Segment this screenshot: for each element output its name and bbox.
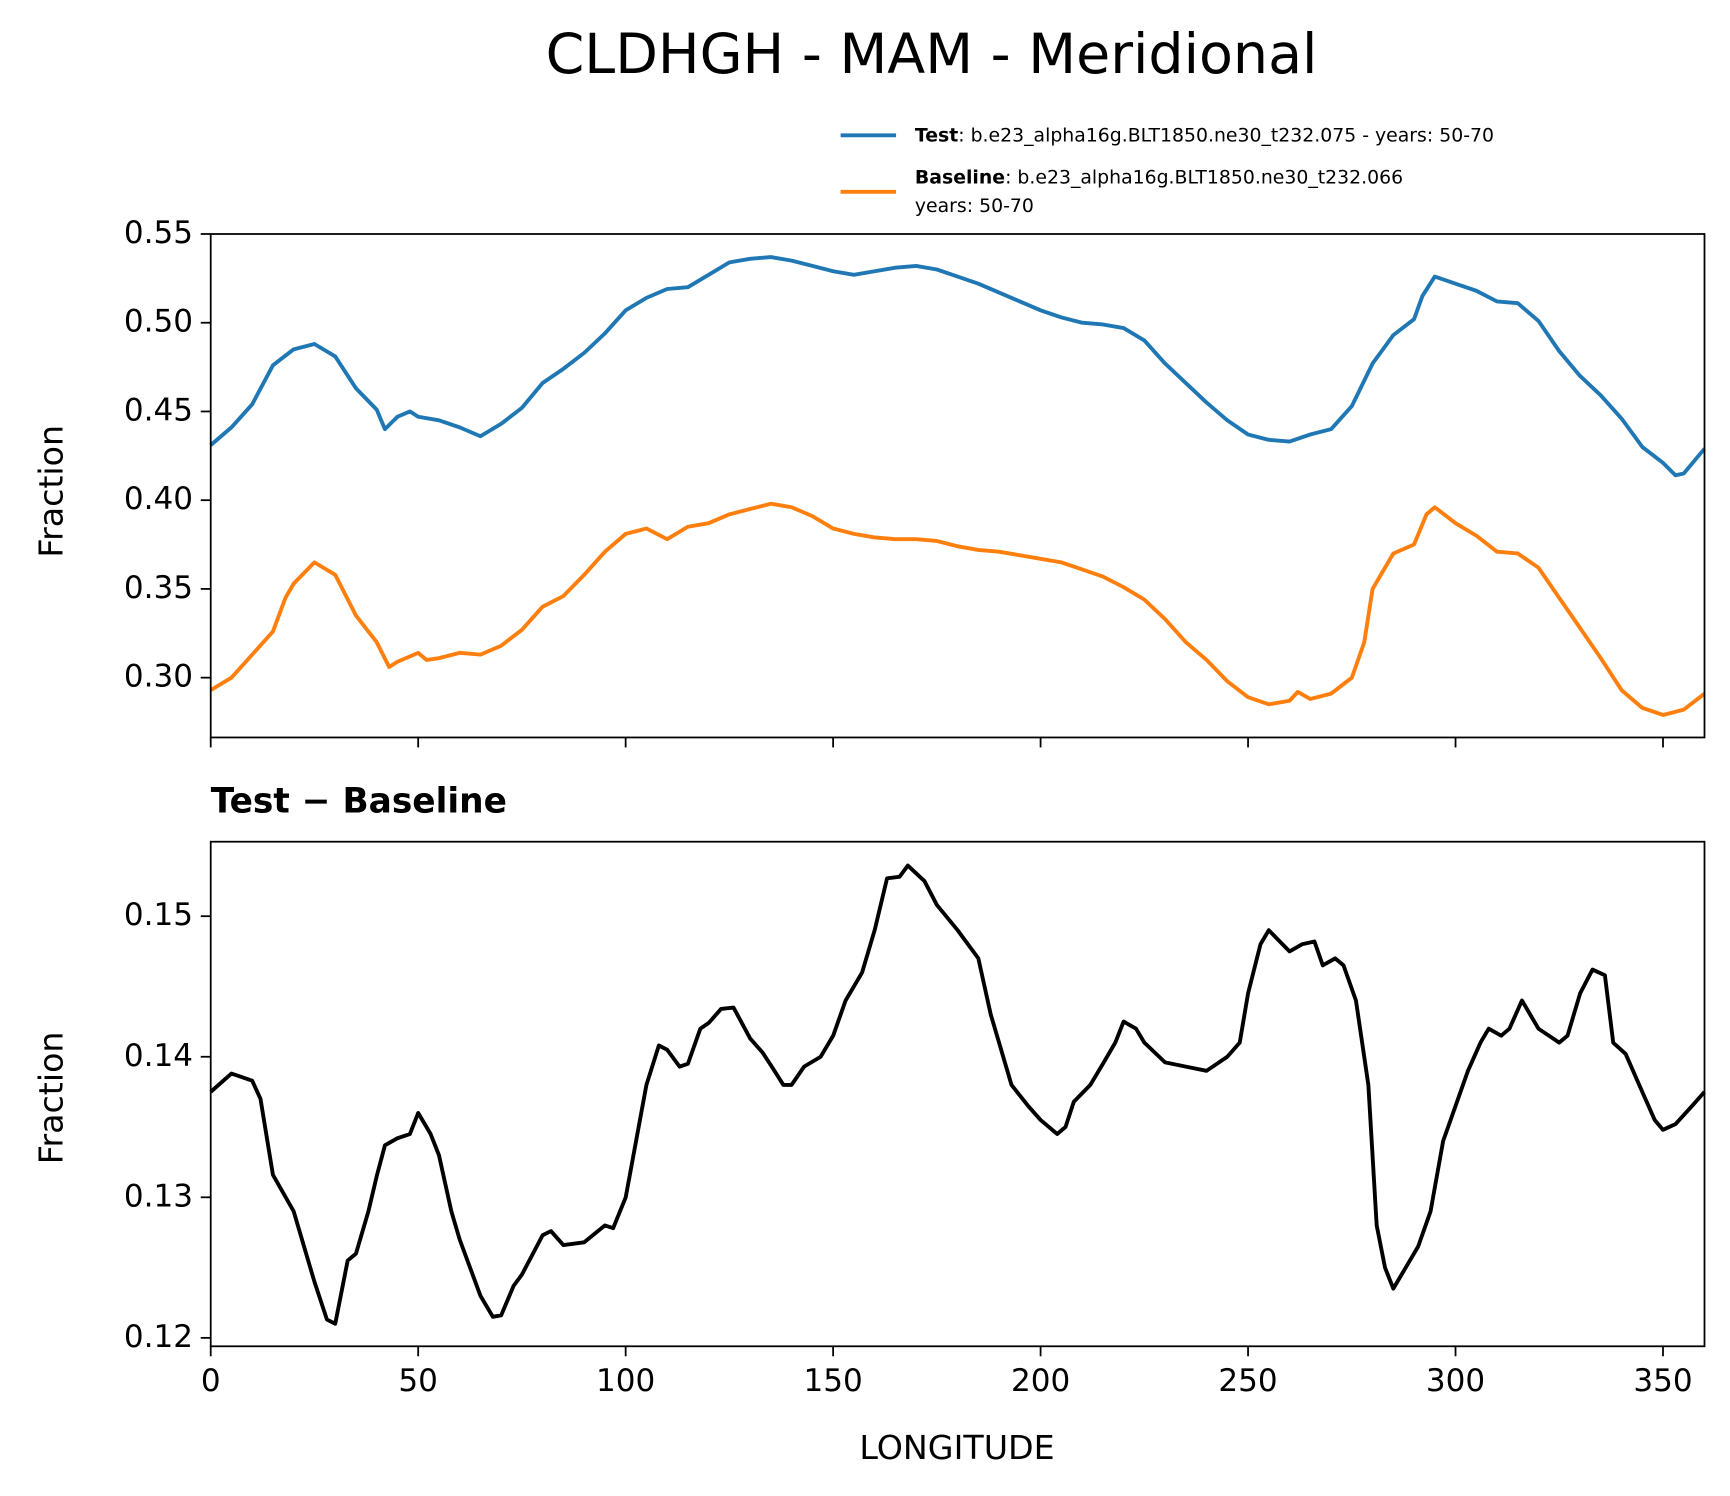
x-tick-label: 200	[1011, 1363, 1070, 1399]
y-tick-label: 0.40	[124, 481, 193, 517]
data-line	[209, 863, 1706, 1326]
y-tick-label: 0.45	[124, 392, 193, 428]
x-tick-label: 50	[398, 1363, 438, 1399]
legend-description: years: 50-70	[915, 196, 1034, 217]
data-line	[209, 255, 1706, 478]
y-tick-label: 0.55	[124, 215, 193, 251]
y-tick-label: 0.50	[124, 304, 193, 340]
legend-label: Test: b.e23_alpha16g.BLT1850.ne30_t232.0…	[915, 125, 1494, 146]
axes-frame	[209, 840, 1706, 1348]
x-tick-label: 100	[596, 1363, 655, 1399]
legend-name: Test	[915, 125, 958, 146]
legend-description: : b.e23_alpha16g.BLT1850.ne30_t232.075 -…	[958, 125, 1494, 146]
axes-frame	[209, 233, 1706, 739]
panel-title: Test − Baseline	[211, 781, 507, 821]
legend-label: Baseline: b.e23_alpha16g.BLT1850.ne30_t2…	[915, 167, 1403, 188]
y-axis-label: Fraction	[32, 1032, 71, 1165]
figure-title: CLDHGH - MAM - Meridional	[546, 23, 1318, 87]
y-tick-label: 0.13	[124, 1178, 193, 1214]
y-tick-label: 0.15	[124, 897, 193, 933]
x-tick-label: 300	[1426, 1363, 1485, 1399]
x-tick-label: 350	[1633, 1363, 1692, 1399]
x-tick-label: 150	[803, 1363, 862, 1399]
y-tick-label: 0.30	[124, 659, 193, 695]
x-tick-label: 0	[201, 1363, 221, 1399]
y-axis-label: Fraction	[32, 425, 71, 558]
data-line	[209, 501, 1706, 717]
x-tick-label: 250	[1218, 1363, 1277, 1399]
legend-name: Baseline	[915, 167, 1005, 188]
legend-description: : b.e23_alpha16g.BLT1850.ne30_t232.066	[1005, 167, 1403, 188]
y-tick-label: 0.35	[124, 570, 193, 606]
y-tick-label: 0.14	[124, 1038, 193, 1074]
y-tick-label: 0.12	[124, 1319, 193, 1355]
x-axis-label: LONGITUDE	[859, 1428, 1054, 1467]
